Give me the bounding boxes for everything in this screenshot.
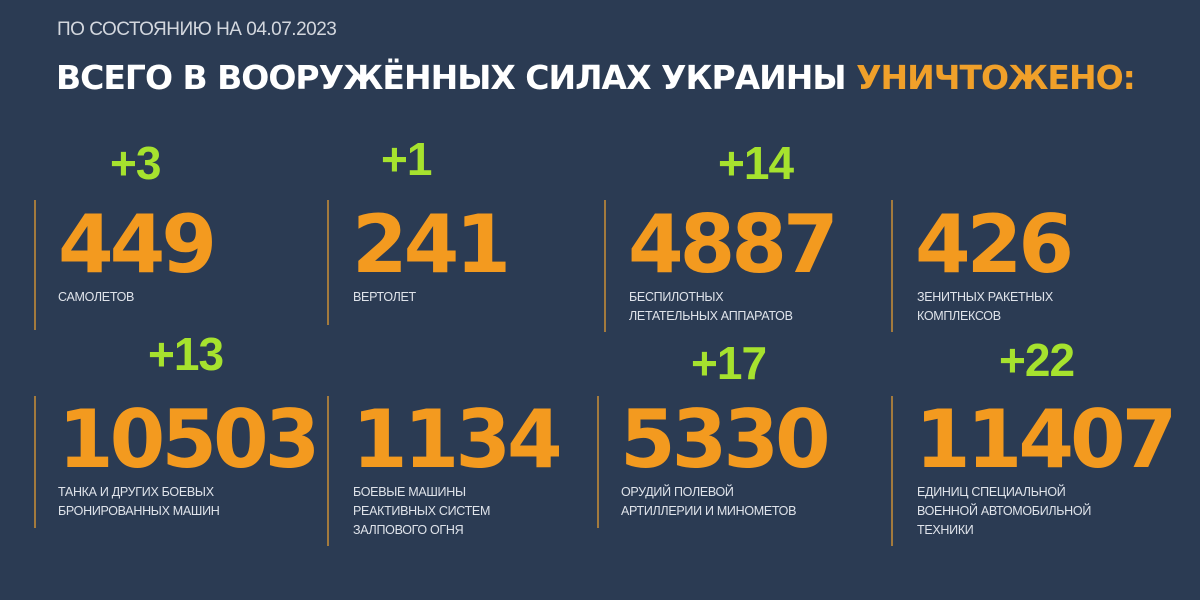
divider <box>327 396 329 546</box>
divider <box>34 200 36 330</box>
label-artillery: ОРУДИЙ ПОЛЕВОЙ АРТИЛЛЕРИИ И МИНОМЕТОВ <box>621 485 797 518</box>
title-highlight: УНИЧТОЖЕНО: <box>856 58 1136 97</box>
page-title: ВСЕГО В ВООРУЖЁННЫХ СИЛАХ УКРАИНЫ УНИЧТО… <box>56 58 1136 97</box>
value-vehicles: 11407 <box>915 393 1177 486</box>
divider <box>34 396 36 528</box>
divider <box>891 200 893 332</box>
value-mlrs: 1134 <box>352 393 563 486</box>
label-helicopters: ВЕРТОЛЕТ <box>353 290 416 304</box>
divider <box>597 396 599 528</box>
label-drones: БЕСПИЛОТНЫХ ЛЕТАТЕЛЬНЫХ АППАРАТОВ <box>629 290 793 323</box>
delta-helicopters: +1 <box>381 133 432 185</box>
label-mlrs: БОЕВЫЕ МАШИНЫ РЕАКТИВНЫХ СИСТЕМ ЗАЛПОВОГ… <box>353 485 491 537</box>
label-air-defense: ЗЕНИТНЫХ РАКЕТНЫХ КОМПЛЕКСОВ <box>917 290 1053 323</box>
delta-tanks: +13 <box>148 328 224 380</box>
value-helicopters: 241 <box>352 198 511 291</box>
divider <box>327 200 329 325</box>
delta-artillery: +17 <box>691 337 767 389</box>
date-line: ПО СОСТОЯНИЮ НА 04.07.2023 <box>57 19 337 40</box>
delta-drones: +14 <box>718 137 794 189</box>
value-aircraft: 449 <box>58 198 217 291</box>
delta-vehicles: +22 <box>999 334 1075 386</box>
label-aircraft: САМОЛЕТОВ <box>58 290 135 304</box>
label-vehicles: ЕДИНИЦ СПЕЦИАЛЬНОЙ ВОЕННОЙ АВТОМОБИЛЬНОЙ… <box>917 485 1092 537</box>
delta-aircraft: +3 <box>110 137 161 189</box>
value-tanks: 10503 <box>58 393 320 486</box>
divider <box>604 200 606 332</box>
title-main: ВСЕГО В ВООРУЖЁННЫХ СИЛАХ УКРАИНЫ <box>56 58 847 97</box>
value-drones: 4887 <box>628 198 839 291</box>
divider <box>891 396 893 546</box>
value-artillery: 5330 <box>620 393 831 486</box>
label-tanks: ТАНКА И ДРУГИХ БОЕВЫХ БРОНИРОВАННЫХ МАШИ… <box>58 485 220 518</box>
value-air-defense: 426 <box>915 198 1074 291</box>
